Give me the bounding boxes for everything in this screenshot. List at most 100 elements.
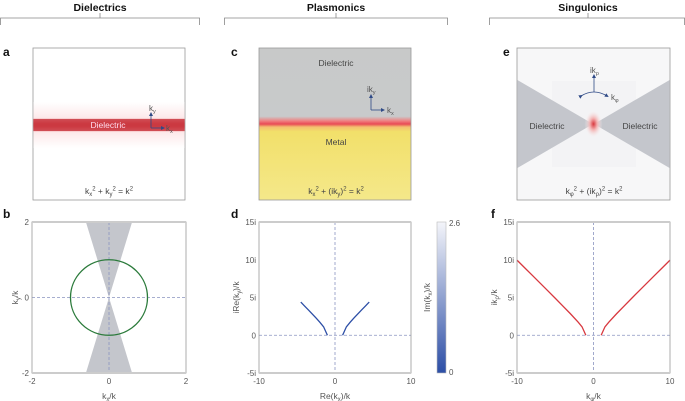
x-axis-label: kx​/k [102, 391, 117, 401]
y-tick-label: 0 [25, 294, 30, 303]
arc-arrow-icon [578, 91, 609, 99]
superscript: 2 [92, 187, 95, 193]
text-run: k [149, 104, 154, 113]
colorbar-label: Im(kx​)/k [422, 282, 434, 312]
text-run: ) [340, 186, 343, 196]
bracket [224, 13, 448, 25]
axis-label-ky: ky​ [149, 104, 156, 115]
x-tick-label: 2 [184, 377, 189, 386]
y-tick-label: 5i [508, 294, 514, 303]
text-run: /k [10, 290, 20, 297]
header-text: Plasmonics [307, 2, 366, 14]
colorbar-min: 0 [449, 368, 454, 377]
text-run: k [308, 186, 313, 196]
text-run: = k [116, 186, 131, 196]
chart-f: -10 0 10 -5i 0 5i 10i 15i kφ​/k ikρ​/k [489, 218, 675, 401]
subscript: φ [615, 98, 619, 104]
colorbar-gradient [436, 221, 447, 374]
axis-label-kphi: kφ​ [611, 93, 619, 104]
material-label-right: Dielectric [623, 121, 659, 131]
x-tick-label: 10 [407, 377, 416, 386]
bracket [0, 13, 200, 25]
dielectric-wedge-left [517, 80, 593, 168]
text-run: Re(k [320, 391, 339, 401]
text-run: k [387, 106, 392, 115]
subscript: x [391, 111, 394, 117]
text-run: /k [489, 289, 499, 296]
dielectric-wedge-right [594, 80, 670, 168]
header-text: Singulonics [558, 2, 618, 14]
y-tick-label: 2 [25, 218, 30, 227]
dielectric-slab [33, 119, 185, 131]
axis-label-kx: kx​ [166, 124, 173, 135]
superscript: 2 [360, 187, 363, 193]
y-tick-label: 15i [503, 218, 514, 227]
text-run: k [586, 391, 591, 401]
subscript: ρ [596, 192, 600, 198]
material-label-left: Dielectric [530, 121, 566, 131]
text-run: )/k [422, 282, 432, 292]
superscript: 2 [574, 187, 577, 193]
subscript: ρ [495, 295, 501, 299]
y-axis-label: iRe(ky​)/k [231, 281, 243, 314]
text-run: ik [590, 66, 597, 75]
y-axis-label: ky​/k [10, 290, 22, 305]
x-tick-label: -2 [28, 377, 36, 386]
x-axis-label: Re(kx​)/k [320, 391, 351, 401]
text-run: k [10, 299, 20, 304]
subscript: y [153, 109, 156, 115]
text-run: k [611, 93, 616, 102]
dispersion-curve-right [342, 301, 370, 336]
field-hotspot [584, 110, 603, 138]
header-dielectrics: Dielectrics [0, 2, 200, 25]
text-run: )/k [231, 281, 241, 291]
superscript: 2 [343, 187, 346, 193]
x-tick-label: -10 [253, 377, 265, 386]
header-text: Dielectrics [73, 2, 126, 14]
superscript: 2 [315, 187, 318, 193]
text-run: k [102, 391, 107, 401]
subscript: y [16, 297, 22, 300]
y-axis-label: ikρ​/k [489, 289, 501, 306]
subscript: x [106, 397, 109, 401]
material-label: Dielectric [91, 120, 127, 130]
panel-e-singular-wedge: Dielectric Dielectric ikρ​ kφ​ kφ​2​ + (… [516, 47, 671, 201]
panel-letter-d: d [231, 207, 238, 221]
x-axis-label: kφ​/k [586, 391, 601, 401]
colorbar-max: 2.6 [449, 219, 461, 228]
superscript: 2 [130, 187, 133, 193]
text-run: )/k [341, 391, 351, 401]
panel-frame [258, 47, 412, 201]
subscript: y [109, 192, 112, 198]
subscript: φ [590, 397, 594, 401]
subscript: ρ [596, 71, 599, 77]
chart-b: -2 0 2 -2 0 2 kx​/k ky​/k [10, 218, 189, 401]
text-run: k [85, 186, 90, 196]
text-run: ik [367, 85, 374, 94]
header-plasmonics: Plasmonics [224, 2, 448, 25]
panel-letter-e: e [503, 45, 510, 59]
text-run: /k [109, 391, 116, 401]
x-tick-label: 0 [107, 377, 112, 386]
text-run: iRe(k [231, 293, 241, 314]
dispersion-curve-left [516, 259, 587, 336]
y-tick-label: -5i [505, 369, 514, 378]
subscript: x [170, 129, 173, 135]
superscript: 2 [619, 187, 622, 193]
x-tick-label: 0 [591, 377, 596, 386]
subscript: y [237, 291, 243, 294]
subscript: x [338, 397, 341, 401]
dispersion-curve-right [600, 259, 671, 336]
header-singulonics: Singulonics [489, 2, 685, 25]
subscript: y [337, 192, 340, 198]
text-run: + (ik [319, 186, 338, 196]
text-run: = k [347, 186, 362, 196]
y-tick-label: 10i [245, 256, 256, 265]
subscript: x [312, 192, 315, 198]
chart-d: -10 0 10 -5i 0 5i 10i 15i Re(kx​)/k iRe(ky​)/k 2.6… [231, 218, 461, 401]
equation: kφ​2​ + (ikρ​)2​ = k2​ [566, 186, 623, 198]
equation: kx​2​ + ky​2​ = k2​ [85, 186, 133, 198]
text-run: + k [96, 186, 111, 196]
dispersion-circle [69, 259, 149, 336]
